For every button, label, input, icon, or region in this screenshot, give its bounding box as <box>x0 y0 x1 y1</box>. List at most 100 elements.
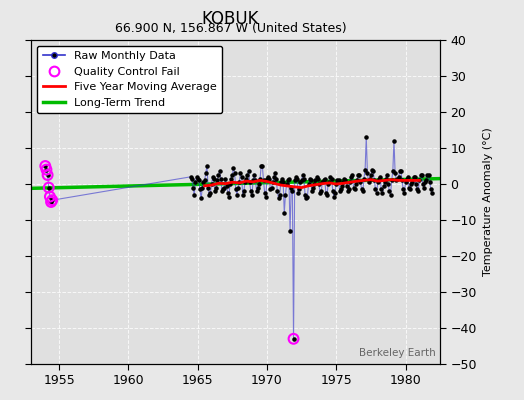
Point <box>276 192 284 198</box>
Point <box>421 179 429 185</box>
Point <box>345 186 353 193</box>
Point <box>286 228 294 234</box>
Point <box>398 177 406 184</box>
Point <box>354 172 363 178</box>
Point <box>258 163 267 169</box>
Point <box>301 192 309 198</box>
Point <box>363 170 372 176</box>
Point <box>368 166 376 173</box>
Point <box>278 175 286 182</box>
Point <box>399 186 407 193</box>
Point <box>325 179 333 185</box>
Point <box>299 172 307 178</box>
Point <box>419 181 427 187</box>
Point <box>199 179 208 185</box>
Point <box>221 175 230 182</box>
Point <box>402 175 411 182</box>
Point <box>194 177 203 184</box>
Point <box>198 184 206 191</box>
Point <box>328 175 336 182</box>
Point <box>401 179 410 185</box>
Point <box>390 138 398 144</box>
Point <box>357 186 366 193</box>
Point <box>271 170 279 176</box>
Point <box>230 165 238 171</box>
Point <box>191 179 200 185</box>
Point <box>322 190 330 196</box>
Point <box>250 172 258 178</box>
Point <box>47 199 55 205</box>
Point <box>287 184 296 191</box>
Point <box>317 188 325 194</box>
Point <box>330 193 338 200</box>
Point <box>213 177 222 184</box>
Point <box>380 179 389 185</box>
Point <box>333 177 342 184</box>
Point <box>358 188 367 194</box>
Point <box>351 186 359 193</box>
Point <box>366 175 374 182</box>
Point <box>379 182 388 189</box>
Point <box>309 184 318 191</box>
Point <box>302 195 310 202</box>
Point <box>339 179 347 185</box>
Point <box>254 184 262 191</box>
Point <box>233 192 241 198</box>
Point <box>405 184 413 191</box>
Point <box>425 179 434 185</box>
Point <box>305 175 314 182</box>
Point <box>353 177 361 184</box>
Legend: Raw Monthly Data, Quality Control Fail, Five Year Moving Average, Long-Term Tren: Raw Monthly Data, Quality Control Fail, … <box>37 46 222 113</box>
Point <box>372 186 380 193</box>
Point <box>409 174 418 180</box>
Point <box>383 172 391 178</box>
Point <box>247 188 255 194</box>
Point <box>215 168 224 174</box>
Point <box>239 188 248 194</box>
Point <box>231 170 239 176</box>
Point <box>422 177 431 184</box>
Point <box>307 177 315 184</box>
Point <box>367 172 375 178</box>
Point <box>212 184 221 191</box>
Point <box>245 179 254 185</box>
Point <box>206 190 215 196</box>
Point <box>344 188 352 194</box>
Point <box>312 174 321 180</box>
Y-axis label: Temperature Anomaly (°C): Temperature Anomaly (°C) <box>483 128 493 276</box>
Point <box>259 177 268 184</box>
Point <box>248 192 256 198</box>
Point <box>43 172 52 178</box>
Point <box>202 170 210 176</box>
Point <box>378 190 387 196</box>
Point <box>415 177 423 184</box>
Point <box>260 190 269 196</box>
Point <box>47 199 55 205</box>
Point <box>242 175 250 182</box>
Point <box>273 188 281 194</box>
Point <box>373 190 381 196</box>
Point <box>391 170 399 176</box>
Point <box>304 181 313 187</box>
Point <box>310 181 319 187</box>
Point <box>308 188 316 194</box>
Point <box>263 175 271 182</box>
Point <box>400 190 409 196</box>
Point <box>196 186 204 193</box>
Point <box>42 166 51 173</box>
Point <box>266 186 275 193</box>
Point <box>340 175 348 182</box>
Point <box>290 177 299 184</box>
Point <box>395 174 403 180</box>
Point <box>270 174 278 180</box>
Point <box>407 181 416 187</box>
Point <box>406 186 414 193</box>
Point <box>427 186 435 193</box>
Point <box>417 172 425 178</box>
Point <box>42 166 51 173</box>
Point <box>214 172 223 178</box>
Point <box>234 184 242 191</box>
Point <box>279 179 287 185</box>
Point <box>222 182 231 189</box>
Point <box>362 134 370 140</box>
